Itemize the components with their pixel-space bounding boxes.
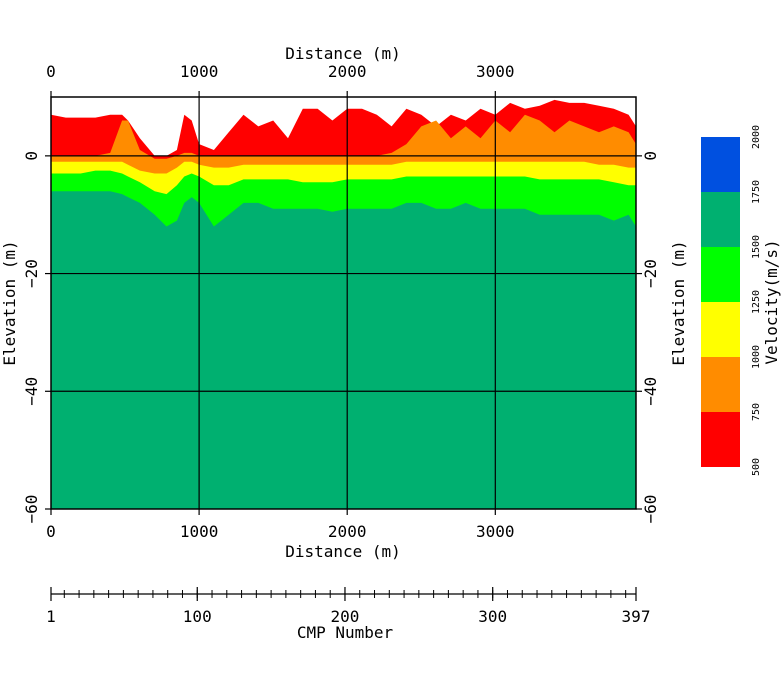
bottom-distance-axis-title: Distance (m) — [285, 542, 401, 561]
x-tick-label: 3000 — [476, 522, 515, 541]
colorbar-tick-label: 750 — [751, 403, 762, 421]
colorbar-tick-label: 1000 — [751, 345, 762, 369]
grid-lines — [51, 97, 636, 509]
x-tick-label: 2000 — [328, 62, 367, 81]
colorbar-tick-label: 1500 — [751, 235, 762, 259]
colorbar-tick-label: 500 — [751, 458, 762, 476]
right-elevation-axis-title: Elevation (m) — [669, 240, 688, 365]
left-elevation-axis: 0 −20 −40 −60 — [22, 151, 51, 523]
top-distance-axis-title: Distance (m) — [285, 44, 401, 63]
x-tick-label: 0 — [46, 62, 56, 81]
x-tick-label: 1000 — [180, 62, 219, 81]
y-tick-label: −20 — [22, 259, 41, 288]
plot-frame — [50, 96, 637, 510]
x-tick-label: 3000 — [476, 62, 515, 81]
colorbar-bin — [701, 137, 740, 192]
bottom-distance-axis: 0 1000 2000 3000 — [46, 509, 515, 541]
cmp-tick-label: 1 — [46, 607, 56, 626]
cmp-tick-label: 397 — [622, 607, 651, 626]
top-distance-axis: 0 1000 2000 3000 — [46, 62, 515, 97]
velocity-section-plot — [51, 99, 636, 509]
y-tick-label: 0 — [22, 151, 41, 161]
right-elevation-axis: 0 −20 −40 −60 — [636, 151, 660, 523]
colorbar-bin — [701, 357, 740, 412]
colorbar-bin — [701, 247, 740, 302]
velocity-layer-1500-1750 — [51, 191, 636, 509]
cmp-tick-label: 300 — [478, 607, 507, 626]
y-tick-label: −40 — [22, 377, 41, 406]
left-elevation-axis-title: Elevation (m) — [0, 240, 19, 365]
cmp-number-axis-title: CMP Number — [297, 623, 394, 642]
y-tick-label: −60 — [641, 495, 660, 524]
colorbar-tick-label: 1250 — [751, 290, 762, 314]
colorbar-bin — [701, 412, 740, 467]
velocity-colorbar: 500 750 1000 1250 1500 1750 2000 — [701, 125, 762, 476]
y-tick-label: −40 — [641, 377, 660, 406]
cmp-number-axis: 1 100 200 300 397 — [46, 587, 650, 626]
x-tick-label: 1000 — [180, 522, 219, 541]
x-tick-label: 2000 — [328, 522, 367, 541]
x-tick-label: 0 — [46, 522, 56, 541]
colorbar-title: Velocity(m/s) — [762, 239, 781, 364]
colorbar-bin — [701, 192, 740, 247]
y-tick-label: −60 — [22, 495, 41, 524]
cmp-tick-label: 200 — [331, 607, 360, 626]
colorbar-tick-label: 2000 — [751, 125, 762, 149]
colorbar-bin — [701, 302, 740, 357]
y-tick-label: 0 — [641, 151, 660, 161]
cmp-tick-label: 100 — [183, 607, 212, 626]
colorbar-tick-label: 1750 — [751, 180, 762, 204]
y-tick-label: −20 — [641, 259, 660, 288]
